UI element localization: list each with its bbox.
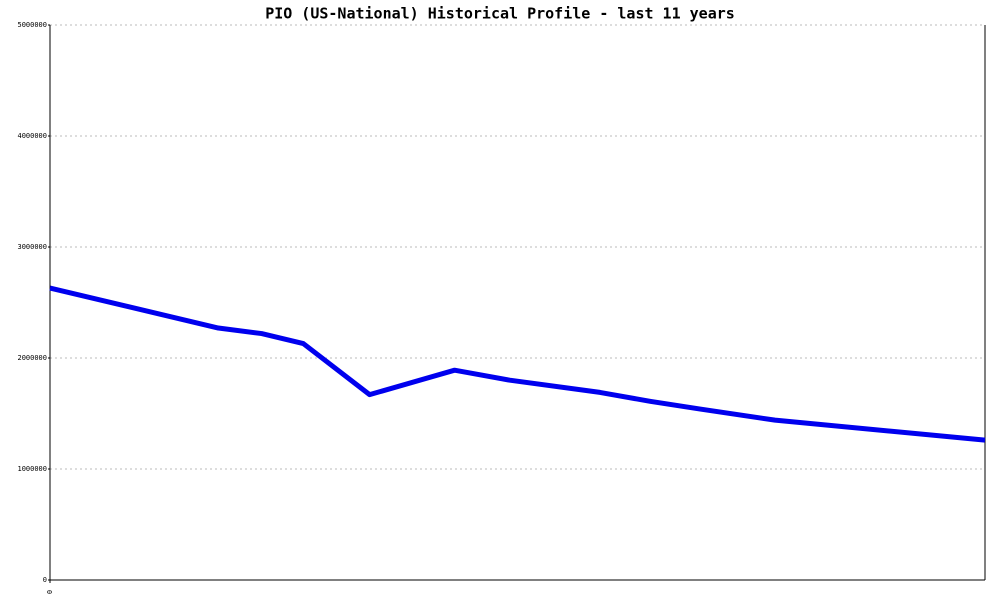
x-tick-label: 0: [46, 590, 54, 594]
y-tick-label: 2000000: [17, 354, 47, 362]
y-tick-label: 1000000: [17, 465, 47, 473]
y-tick-label: 5000000: [17, 21, 47, 29]
chart-title: PIO (US-National) Historical Profile - l…: [265, 5, 735, 23]
y-tick-label: 4000000: [17, 132, 47, 140]
y-tick-label: 0: [43, 576, 47, 584]
data-line: [49, 285, 986, 443]
y-tick-label: 3000000: [17, 243, 47, 251]
